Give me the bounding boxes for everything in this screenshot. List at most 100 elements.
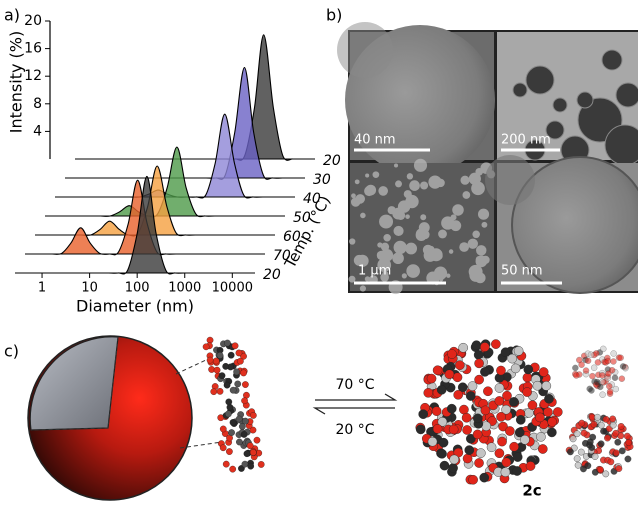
atom [538, 444, 547, 453]
atom [513, 452, 522, 461]
texture [420, 182, 428, 190]
atom [229, 466, 235, 472]
atom [217, 352, 223, 358]
atom [589, 373, 595, 379]
texture [420, 214, 426, 220]
panel-label: c) [4, 342, 19, 361]
y-tick-label: 8 [33, 96, 42, 112]
atom [605, 371, 611, 377]
atom [207, 337, 213, 343]
texture [476, 245, 486, 255]
atom [242, 418, 248, 424]
micrograph: 1 µm [349, 159, 496, 294]
atom [581, 430, 587, 436]
atom [496, 366, 505, 375]
atom [481, 406, 490, 415]
atom [497, 437, 506, 446]
figure: a) b) c) 48121620Intensity (%)2030405060… [0, 0, 638, 506]
texture [449, 249, 454, 254]
atom [607, 389, 613, 395]
texture [365, 173, 369, 177]
atom [553, 407, 562, 416]
atom [433, 366, 442, 375]
atom [233, 369, 239, 375]
y-tick-label: 16 [24, 41, 42, 57]
atom [579, 420, 585, 426]
texture [450, 225, 454, 229]
atom [620, 363, 626, 369]
atom [211, 388, 217, 394]
texture [428, 175, 441, 188]
series-label: 20 [263, 267, 281, 283]
atom [428, 437, 437, 446]
atom [437, 449, 446, 458]
atom [585, 358, 591, 364]
atom [524, 365, 533, 374]
x-axis-label: Diameter (nm) [76, 297, 194, 316]
atom [536, 432, 545, 441]
atom [228, 352, 234, 358]
atom [523, 373, 532, 382]
atom [574, 431, 580, 437]
texture [416, 230, 427, 241]
atom [523, 387, 532, 396]
atom [247, 463, 253, 469]
scale-bar-label: 1 µm [358, 264, 391, 279]
atom [472, 341, 481, 350]
texture [407, 173, 413, 179]
atom [220, 426, 226, 432]
atom [512, 466, 521, 475]
scale-bar-label: 40 nm [354, 133, 396, 148]
arrow-label: 70 °C [335, 377, 374, 393]
atom [501, 468, 510, 477]
y-tick-label: 12 [24, 68, 42, 84]
atom [449, 425, 458, 434]
atom [445, 370, 454, 379]
atom [424, 388, 433, 397]
atom [487, 443, 496, 452]
atom [240, 370, 246, 376]
atom [236, 439, 242, 445]
atom [448, 463, 457, 472]
molecular-strip [203, 337, 264, 472]
atom [511, 364, 520, 373]
atom [495, 383, 504, 392]
atom [516, 415, 525, 424]
texture [481, 222, 487, 228]
atom [501, 348, 510, 357]
atom [437, 385, 446, 394]
atom [225, 411, 231, 417]
x-tick-label: 10000 [212, 281, 253, 296]
atom [578, 449, 584, 455]
texture [351, 197, 360, 206]
atom [495, 396, 504, 405]
molecular-cage [416, 339, 634, 484]
atom [447, 404, 456, 413]
atom [600, 428, 606, 434]
compound-label: 2c [522, 482, 541, 500]
atom [469, 475, 478, 484]
atom [612, 375, 618, 381]
atom [241, 398, 247, 404]
texture [438, 230, 447, 239]
atom [455, 361, 464, 370]
texture [404, 190, 412, 198]
atom [250, 412, 256, 418]
atom [619, 448, 625, 454]
atom [535, 413, 544, 422]
atom [514, 346, 523, 355]
atom [483, 387, 492, 396]
texture [377, 251, 384, 258]
texture [394, 163, 398, 167]
x-tick-label: 1 [38, 281, 46, 296]
y-axis-label: Intensity (%) [7, 31, 26, 133]
texture [471, 181, 485, 195]
atom [495, 449, 504, 458]
atom [440, 461, 449, 470]
atom [232, 343, 238, 349]
texture [392, 252, 404, 264]
atom [611, 350, 617, 356]
texture [406, 264, 420, 278]
atom [432, 407, 441, 416]
atom [224, 340, 230, 346]
